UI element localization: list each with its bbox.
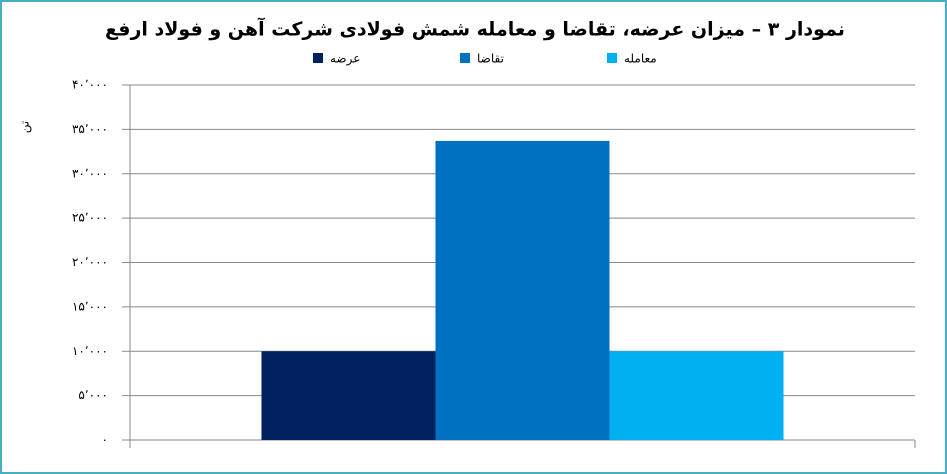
y-tick-label: ۵٬۰۰۰ — [78, 388, 108, 402]
y-tick-label: ۲۰٬۰۰۰ — [72, 255, 108, 269]
y-tick-label: ۱۵٬۰۰۰ — [72, 299, 108, 313]
y-tick-label: ۳۵٬۰۰۰ — [72, 122, 108, 136]
bar — [261, 351, 436, 440]
bar — [609, 351, 784, 440]
y-tick-label: ۴۰٬۰۰۰ — [72, 78, 108, 92]
bar — [435, 140, 610, 440]
legend-swatch — [313, 53, 323, 63]
legend-label: تقاضا — [477, 52, 504, 66]
chart-title: نمودار ۳ – میزان عرضه، تقاضا و معامله شم… — [105, 17, 845, 41]
y-axis-label: تن — [18, 121, 33, 133]
y-tick-label: ۱۰٬۰۰۰ — [72, 344, 108, 358]
legend-label: معامله — [624, 52, 657, 66]
legend-swatch — [460, 53, 470, 63]
y-tick-label: ۲۵٬۰۰۰ — [72, 211, 108, 225]
legend-swatch — [607, 53, 617, 63]
y-tick-label: ۳۰٬۰۰۰ — [72, 166, 108, 180]
legend-label: عرضه — [330, 52, 360, 67]
y-tick-label: ۰ — [102, 433, 108, 447]
